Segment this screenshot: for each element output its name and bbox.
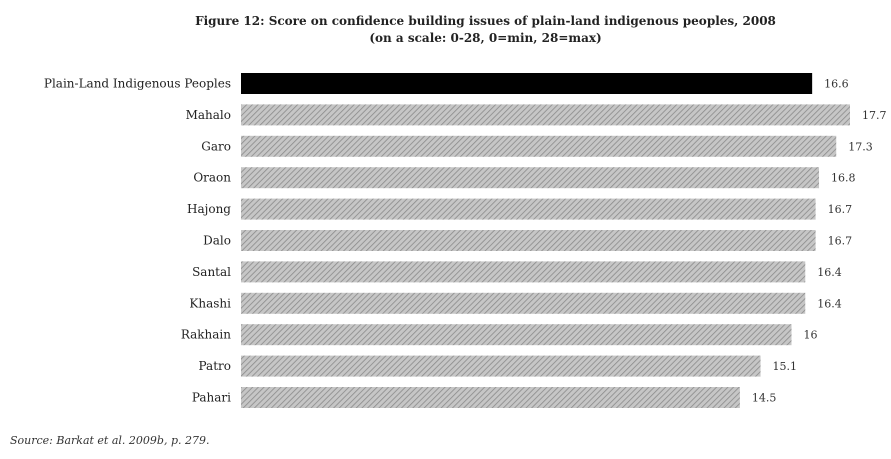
value-label-0: 16.6 — [824, 78, 849, 91]
category-label-5: Dalo — [203, 234, 231, 248]
value-label-8: 16 — [804, 329, 818, 342]
bar-7 — [241, 292, 806, 314]
bar-2 — [241, 135, 837, 157]
source-note: Source: Barkat et al. 2009b, p. 279. — [10, 434, 210, 447]
chart-title: Figure 12: Score on confidence building … — [195, 14, 776, 28]
bar-0 — [241, 73, 813, 94]
category-label-6: Santal — [192, 265, 231, 279]
category-label-1: Mahalo — [186, 108, 231, 122]
category-label-0: Plain-Land Indigenous Peoples — [44, 77, 231, 91]
bars-group: Plain-Land Indigenous Peoples 16.6 Mahalo 1… — [44, 73, 887, 408]
value-label-9: 15.1 — [773, 360, 798, 373]
category-label-4: Hajong — [187, 202, 231, 216]
category-label-3: Oraon — [193, 171, 231, 185]
bar-6 — [241, 261, 806, 283]
value-label-10: 14.5 — [752, 392, 777, 405]
bar-1 — [241, 104, 850, 126]
value-label-2: 17.3 — [848, 140, 873, 153]
bar-10 — [241, 387, 740, 408]
value-label-3: 16.8 — [831, 172, 856, 185]
bar-9 — [241, 355, 761, 377]
value-label-7: 16.4 — [817, 297, 842, 310]
category-label-8: Rakhain — [181, 328, 231, 342]
value-label-6: 16.4 — [817, 266, 842, 279]
bar-3 — [241, 167, 820, 189]
bar-4 — [241, 198, 816, 220]
category-label-7: Khashi — [189, 296, 231, 310]
chart-subtitle: (on a scale: 0-28, 0=min, 28=max) — [369, 31, 602, 45]
bar-8 — [241, 324, 792, 346]
category-label-9: Patro — [199, 359, 231, 373]
value-label-5: 16.7 — [828, 235, 853, 248]
bar-5 — [241, 230, 816, 251]
value-label-1: 17.7 — [862, 109, 887, 122]
value-label-4: 16.7 — [828, 203, 853, 216]
category-label-10: Pahari — [192, 391, 231, 405]
category-label-2: Garo — [201, 139, 231, 153]
